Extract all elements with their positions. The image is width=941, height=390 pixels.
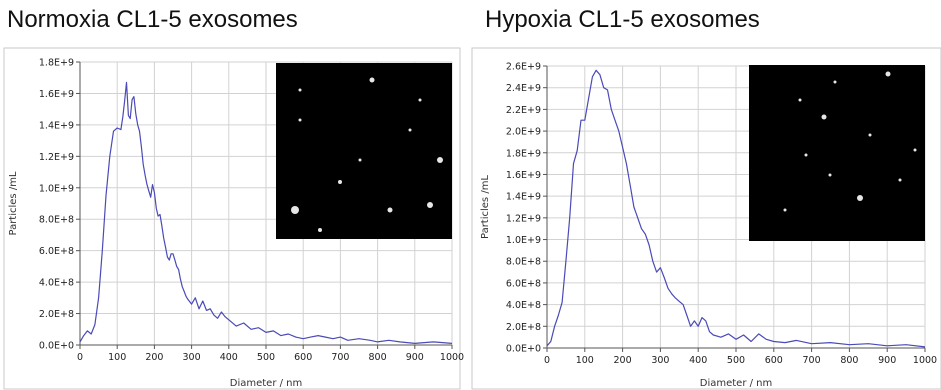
particle-spot (358, 158, 362, 162)
chart-title-normoxia: Normoxia CL1-5 exosomes (7, 6, 298, 33)
x-tick-label: 700 (331, 352, 349, 363)
particle-spot (437, 157, 443, 163)
y-tick-label: 2.4E+9 (506, 83, 541, 94)
inset-image (749, 65, 925, 241)
y-tick-label: 0.0E+0 (39, 341, 74, 352)
x-tick-label: 900 (406, 352, 424, 363)
x-tick-label: 600 (294, 352, 312, 363)
data-line-particles (79, 81, 453, 344)
y-axis-label: Particles /mL (8, 171, 19, 235)
y-tick-label: 2.2E+9 (506, 105, 541, 116)
x-tick-label: 400 (689, 355, 707, 366)
x-tick-label: 500 (727, 355, 745, 366)
x-tick-label: 300 (651, 355, 669, 366)
particle-spot (913, 148, 917, 152)
y-tick-label: 1.0E+9 (506, 235, 541, 246)
y-tick-label: 6.0E+8 (39, 246, 74, 257)
x-tick-label: 100 (108, 352, 126, 363)
chart-frame (471, 47, 941, 390)
y-tick-label: 0.0E+0 (506, 344, 541, 355)
chart-frame (3, 47, 461, 390)
x-tick-label: 600 (765, 355, 783, 366)
particle-spot (885, 71, 891, 77)
x-axis-label: Diameter / nm (230, 378, 303, 389)
x-tick-label: 1000 (913, 355, 937, 366)
particle-spot (408, 128, 412, 132)
chart-hypoxia: 0 100 200 300 400 500 600 700 800 900 1000 0.0E+0 2.… (471, 47, 941, 390)
particle-spot (427, 202, 433, 208)
particle-spot (318, 228, 322, 232)
x-tick-label: 400 (220, 352, 238, 363)
particle-spot (821, 114, 827, 120)
y-tick-label: 2.0E+9 (506, 127, 541, 138)
x-tick-label: 100 (576, 355, 594, 366)
particle-spot (798, 98, 802, 102)
particle-spot (833, 80, 837, 84)
y-tick-label: 1.8E+9 (506, 148, 541, 159)
x-tick-label: 800 (369, 352, 387, 363)
chart-normoxia: 0 100 200 300 400 500 600 700 800 900 1000 0.0E+0 2.… (3, 47, 464, 390)
x-tick-label: 800 (840, 355, 858, 366)
inset-background (749, 65, 925, 241)
x-tick-label: 1000 (440, 352, 464, 363)
y-tick-label: 1.8E+9 (39, 58, 74, 69)
y-tick-label: 8.0E+8 (506, 257, 541, 268)
particle-spot (418, 98, 422, 102)
particle-spot (387, 207, 393, 213)
y-tick-label: 1.6E+9 (506, 170, 541, 181)
x-tick-label: 200 (614, 355, 632, 366)
y-tick-label: 4.0E+8 (39, 278, 74, 289)
y-tick-label: 1.2E+9 (39, 152, 74, 163)
x-tick-label: 0 (77, 352, 83, 363)
x-axis-label: Diameter / nm (700, 378, 773, 389)
x-tick-label: 700 (803, 355, 821, 366)
inset-image (276, 63, 452, 239)
particle-spot (857, 195, 863, 201)
x-tick-label: 200 (145, 352, 163, 363)
y-tick-label: 1.4E+9 (39, 120, 74, 131)
particle-spot (783, 208, 787, 212)
particle-spot (291, 206, 299, 214)
y-tick-label: 1.4E+9 (506, 192, 541, 203)
particle-spot (868, 133, 872, 137)
particle-spot (828, 173, 832, 177)
y-tick-label: 2.0E+8 (39, 309, 74, 320)
y-tick-label: 6.0E+8 (506, 278, 541, 289)
data-line-particles (546, 69, 926, 348)
particle-spot (804, 153, 808, 157)
x-tick-label: 500 (257, 352, 275, 363)
particle-spot (369, 77, 375, 83)
y-tick-label: 2.6E+9 (506, 62, 541, 73)
y-tick-label: 4.0E+8 (506, 300, 541, 311)
x-tick-label: 900 (878, 355, 896, 366)
y-tick-label: 1.0E+9 (39, 183, 74, 194)
particle-spot (298, 88, 302, 92)
y-tick-label: 1.6E+9 (39, 89, 74, 100)
x-tick-label: 300 (183, 352, 201, 363)
inset-background (276, 63, 452, 239)
x-tick-label: 0 (544, 355, 550, 366)
y-tick-label: 2.0E+8 (506, 322, 541, 333)
y-tick-label: 8.0E+8 (39, 215, 74, 226)
y-axis-label: Particles /mL (480, 175, 491, 239)
particle-spot (338, 180, 342, 184)
particle-spot (898, 178, 902, 182)
y-tick-label: 1.2E+9 (506, 213, 541, 224)
chart-title-hypoxia: Hypoxia CL1-5 exosomes (485, 6, 760, 33)
particle-spot (298, 118, 302, 122)
